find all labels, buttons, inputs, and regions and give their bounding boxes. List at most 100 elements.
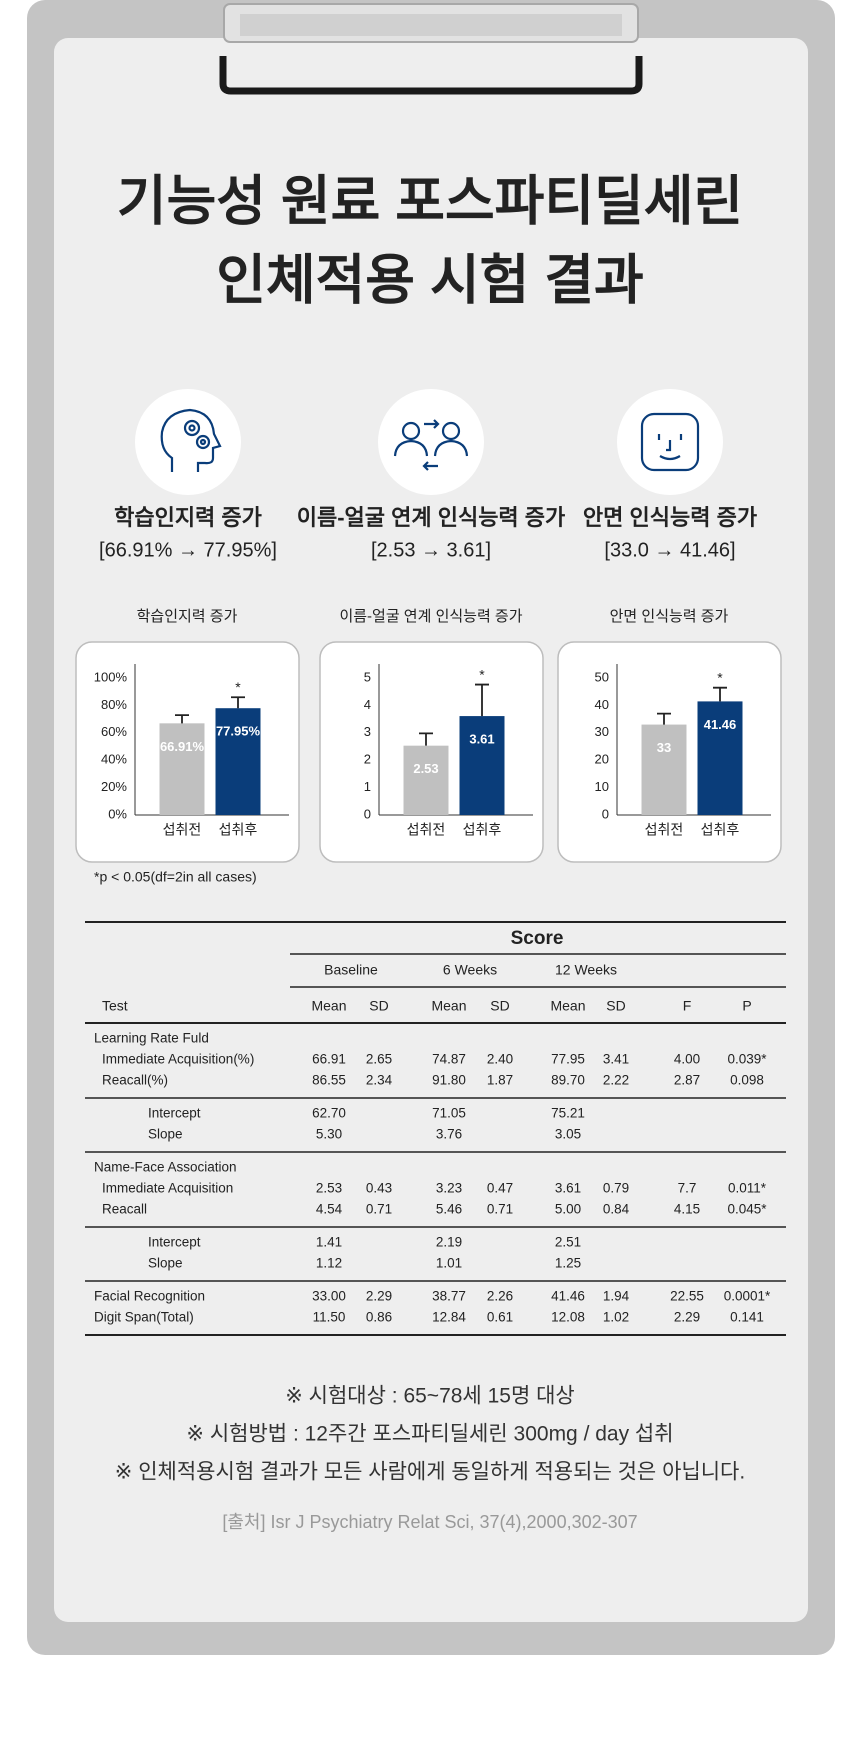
table-cell: 7.7: [678, 1181, 697, 1196]
icon: [135, 389, 241, 495]
table-cell: 0.141: [730, 1310, 764, 1325]
table-cell: 62.70: [312, 1106, 346, 1121]
table-cell: 74.87: [432, 1052, 466, 1067]
bar: [403, 745, 449, 815]
table-cell: 3.41: [603, 1052, 629, 1067]
significance: *: [717, 669, 723, 685]
table-cell: 0.039*: [727, 1052, 767, 1067]
table-cell: 4.00: [674, 1052, 700, 1067]
table-cell: 0.47: [487, 1181, 513, 1196]
table-period: Baseline: [324, 962, 378, 978]
table-cell: 0.0001*: [724, 1289, 771, 1304]
table-cell: 2.29: [674, 1310, 700, 1325]
y-tick-label: 40%: [101, 752, 127, 767]
note: ※ 시험방법 : 12주간 포스파티딜세린 300mg / day 섭취: [186, 1423, 673, 1446]
table-cell: 1.12: [316, 1256, 342, 1271]
table-cell: 77.95: [551, 1052, 585, 1067]
table-column: SD: [606, 998, 625, 1014]
table-cell: 41.46: [551, 1289, 585, 1304]
table-cell: 3.05: [555, 1127, 581, 1142]
table-cell: 1.41: [316, 1235, 342, 1250]
y-tick-label: 80%: [101, 697, 127, 712]
table-column: Mean: [431, 998, 466, 1014]
note: ※ 시험대상 : 65~78세 15명 대상: [285, 1385, 575, 1408]
y-tick-label: 5: [364, 669, 371, 684]
table-cell: 2.65: [366, 1052, 392, 1067]
table-cell: 0.011*: [728, 1181, 767, 1196]
table-cell: Immediate Acquisition: [102, 1181, 233, 1196]
error-bar: [657, 712, 671, 725]
error-bar: [475, 683, 489, 717]
table-column: P: [742, 998, 751, 1014]
bar: [641, 724, 687, 815]
table-cell: 4.54: [316, 1202, 343, 1217]
y-tick-label: 1: [364, 779, 371, 794]
source: [출처] Isr J Psychiatry Relat Sci, 37(4),2…: [222, 1512, 637, 1532]
value-label: 77.95%: [216, 724, 261, 739]
table-cell: Reacall(%): [102, 1073, 168, 1088]
table-cell: 2.29: [366, 1289, 392, 1304]
table-period: 6 Weeks: [443, 962, 497, 978]
x-tick-label: 섭취전: [645, 822, 684, 838]
table-cell: 1.02: [603, 1310, 629, 1325]
x-tick-label: 섭취후: [219, 822, 258, 838]
table-column: F: [683, 998, 692, 1014]
table-column: SD: [369, 998, 388, 1014]
table-cell: 33.00: [312, 1289, 346, 1304]
table-cell: Digit Span(Total): [94, 1310, 194, 1325]
table-cell: 91.80: [432, 1073, 466, 1088]
error-bar: [713, 686, 727, 702]
table-cell: 5.00: [555, 1202, 581, 1217]
table-cell: Reacall: [102, 1202, 147, 1217]
highlight-label: 안면 인식능력 증가: [583, 505, 757, 530]
table-column: Mean: [311, 998, 346, 1014]
x-tick-label: 섭취전: [407, 822, 446, 838]
table-cell: 4.15: [674, 1202, 700, 1217]
icon: [378, 389, 484, 495]
chart-title: 이름-얼굴 연계 인식능력 증가: [339, 608, 522, 625]
error-bar: [175, 714, 189, 724]
chart-title: 학습인지력 증가: [137, 608, 238, 625]
table-cell: 1.94: [603, 1289, 630, 1304]
table-cell: 0.045*: [727, 1202, 767, 1217]
table-cell: 71.05: [432, 1106, 466, 1121]
table-cell: Slope: [148, 1127, 183, 1142]
error-bar: [419, 732, 433, 746]
table-cell: 3.76: [436, 1127, 462, 1142]
value-label: 41.46: [704, 717, 737, 732]
footnote: *p < 0.05(df=2in all cases): [94, 869, 257, 885]
title: 기능성 원료 포스파티딜세린: [117, 171, 743, 231]
table-cell: 3.23: [436, 1181, 462, 1196]
table-cell: Intercept: [148, 1235, 201, 1250]
table-column: Mean: [550, 998, 585, 1014]
table-cell: 0.84: [603, 1202, 630, 1217]
note: ※ 인체적용시험 결과가 모든 사람에게 동일하게 적용되는 것은 아닙니다.: [115, 1461, 745, 1484]
y-tick-label: 30: [595, 724, 609, 739]
y-tick-label: 3: [364, 724, 371, 739]
table-column: SD: [490, 998, 509, 1014]
y-tick-label: 50: [595, 669, 609, 684]
y-tick-label: 0%: [108, 806, 127, 821]
table-cell: 0.79: [603, 1181, 629, 1196]
table-cell: 0.71: [487, 1202, 513, 1217]
y-tick-label: 10: [595, 779, 609, 794]
highlight-label: 학습인지력 증가: [114, 505, 262, 530]
table-cell: 2.40: [487, 1052, 513, 1067]
table-cell: 12.08: [551, 1310, 585, 1325]
y-tick-label: 40: [595, 697, 609, 712]
table-cell: Facial Recognition: [94, 1289, 205, 1304]
table-cell: 5.46: [436, 1202, 462, 1217]
table-cell: 89.70: [551, 1073, 585, 1088]
table-cell: 1.87: [487, 1073, 513, 1088]
x-tick-label: 섭취전: [163, 822, 202, 838]
value-label: 33: [657, 740, 671, 755]
highlight-range: [2.53 → 3.61]: [371, 539, 491, 561]
y-tick-label: 2: [364, 752, 371, 767]
table-cell: 1.25: [555, 1256, 581, 1271]
error-bar: [231, 696, 245, 709]
significance: *: [479, 666, 485, 682]
table-cell: 12.84: [432, 1310, 466, 1325]
y-tick-label: 4: [364, 697, 371, 712]
table-cell: 0.61: [487, 1310, 513, 1325]
